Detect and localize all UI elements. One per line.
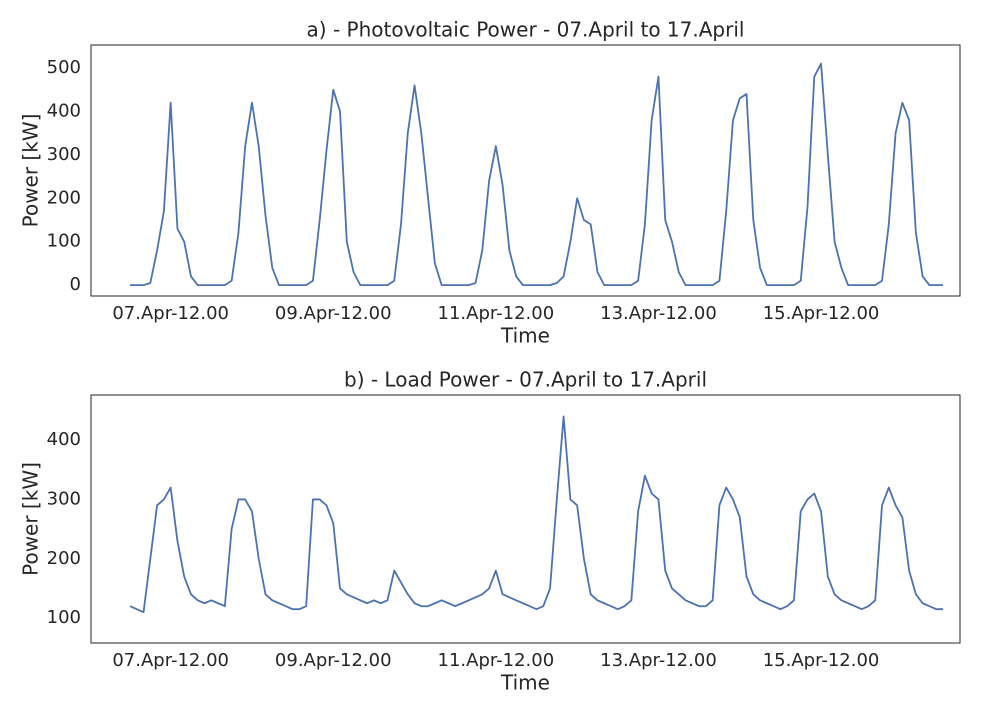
x-tick-label: 13.Apr-12.00 — [600, 650, 717, 671]
y-tick-label: 200 — [47, 187, 81, 208]
data-line — [130, 62, 943, 287]
y-tick-label: 500 — [47, 57, 81, 78]
x-tick-label: 15.Apr-12.00 — [763, 650, 880, 671]
chart-title: b) - Load Power - 07.April to 17.April — [344, 368, 707, 392]
y-tick-label: 0 — [70, 274, 81, 295]
y-tick-label: 400 — [47, 429, 81, 450]
y-tick-label: 300 — [47, 488, 81, 509]
y-tick-label: 200 — [47, 548, 81, 569]
x-tick-label: 11.Apr-12.00 — [438, 303, 555, 324]
x-tick-label: 11.Apr-12.00 — [438, 650, 555, 671]
y-tick-label: 300 — [47, 144, 81, 165]
x-axis-label: Time — [500, 324, 550, 348]
y-tick-label: 400 — [47, 100, 81, 121]
x-tick-label: 07.Apr-12.00 — [112, 650, 229, 671]
x-tick-label: 15.Apr-12.00 — [763, 303, 880, 324]
y-tick-label: 100 — [47, 231, 81, 252]
y-tick-label: 100 — [47, 607, 81, 628]
plot-frame — [90, 394, 961, 644]
x-tick-label: 09.Apr-12.00 — [275, 650, 392, 671]
x-tick-label: 07.Apr-12.00 — [112, 303, 229, 324]
x-axis-label: Time — [500, 671, 550, 695]
y-axis-label: Power [kW] — [19, 114, 43, 228]
plot-frame — [90, 44, 961, 297]
x-tick-label: 09.Apr-12.00 — [275, 303, 392, 324]
y-axis-label: Power [kW] — [19, 462, 43, 576]
chart-title: a) - Photovoltaic Power - 07.April to 17… — [307, 18, 745, 42]
data-line — [129, 415, 943, 614]
x-tick-label: 13.Apr-12.00 — [600, 303, 717, 324]
